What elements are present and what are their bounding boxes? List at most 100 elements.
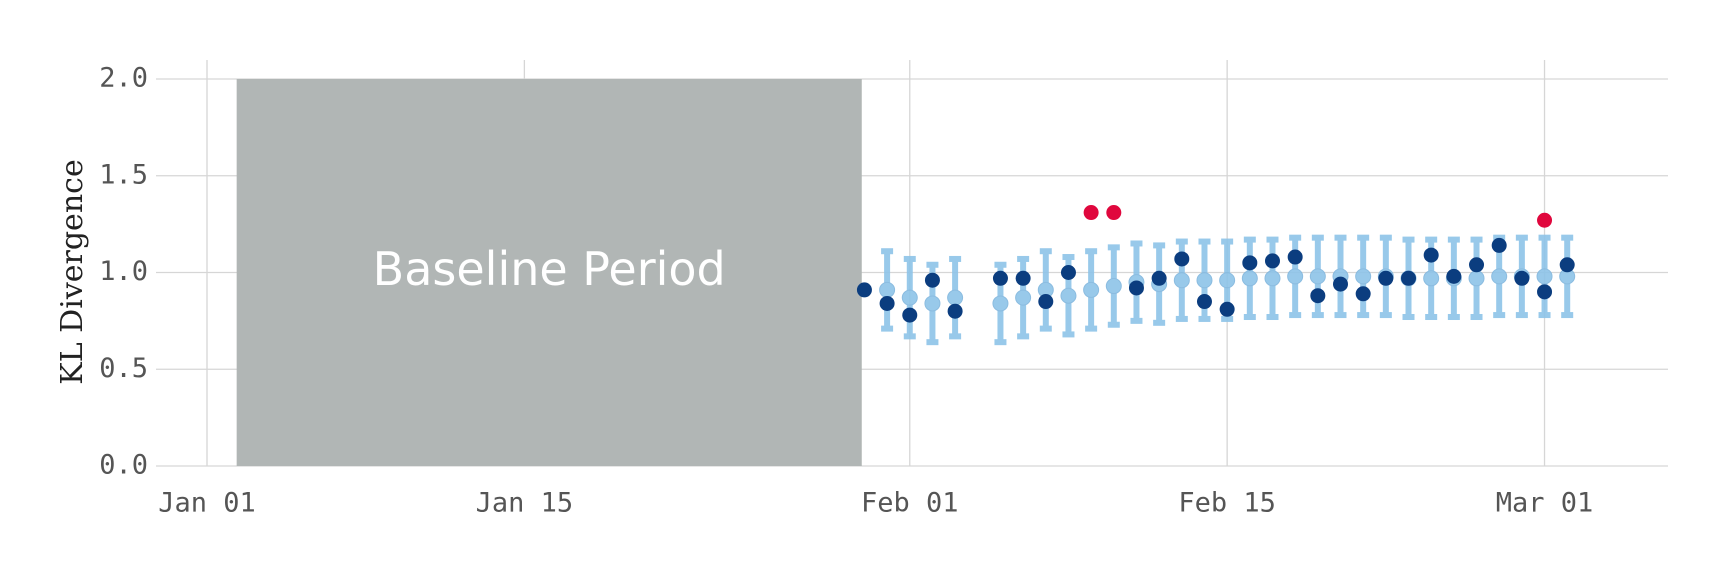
interval-cap-upper [1175,238,1188,245]
expected-interval [1241,236,1258,321]
observed-point [1514,270,1530,286]
expected-interval [924,261,941,346]
interval-cap-lower [1062,331,1075,338]
interval-cap-upper [1062,254,1075,261]
interval-cap-lower [1402,314,1415,321]
y-tick-label: 0.0 [99,450,148,481]
observed-points [856,237,1575,323]
baseline-band-rect [236,79,862,466]
expected-interval [879,248,896,332]
observed-point [1128,280,1144,296]
observed-point [879,295,895,311]
interval-cap-lower [1175,315,1188,322]
observed-point [1060,265,1076,280]
y-tick-labels: 0.0 0.5 1.0 1.5 2.0 [99,63,148,481]
interval-cap-lower [1470,314,1483,321]
expected-mean-point [1105,278,1122,295]
interval-cap-lower [1357,312,1370,319]
expected-mean-point [1536,268,1553,285]
expected-interval [1264,236,1281,321]
expected-interval [1309,234,1326,319]
interval-cap-upper [1085,248,1098,255]
interval-cap-lower [1311,312,1324,319]
y-tick-label: 1.5 [99,159,148,190]
observed-point [1196,294,1212,310]
interval-cap-upper [1538,234,1551,241]
interval-cap-lower [1515,312,1528,319]
interval-cap-upper [1266,236,1279,243]
interval-cap-upper [1107,244,1120,251]
expected-mean-point [1219,272,1236,289]
expected-interval [1173,238,1190,322]
x-tick-label: Feb 01 [861,488,959,519]
observed-point [1151,270,1167,286]
expected-interval [1105,244,1122,328]
interval-cap-lower [1153,319,1166,326]
expected-mean-point [1309,268,1326,285]
expected-mean-point [992,295,1009,312]
observed-point [1355,286,1371,302]
interval-cap-lower [949,333,962,340]
observed-point [856,282,872,298]
expected-mean-point [1264,270,1281,287]
interval-cap-lower [1085,325,1098,332]
expected-mean-point [1468,270,1485,287]
anomaly-points [1083,205,1553,228]
interval-cap-lower [994,339,1007,346]
expected-interval [1559,234,1576,319]
interval-cap-upper [1561,234,1574,241]
interval-cap-upper [1493,234,1506,241]
expected-interval [1332,234,1349,319]
interval-cap-upper [903,255,916,262]
interval-cap-upper [926,261,939,268]
observed-point [1015,270,1031,286]
interval-cap-upper [1447,236,1460,243]
expected-mean-point [1355,268,1372,285]
observed-point [1219,301,1235,317]
expected-interval [1536,234,1553,319]
x-tick-label: Mar 01 [1496,488,1594,519]
anomaly-point [1106,205,1122,221]
observed-point [1333,276,1348,292]
observed-point [1537,284,1553,300]
expected-interval [1015,255,1032,340]
observed-point [1174,251,1190,267]
observed-point [1559,257,1575,273]
observed-point [1287,249,1303,265]
observed-point [1423,247,1439,263]
expected-mean-point [901,289,918,306]
interval-cap-upper [1243,236,1256,243]
interval-cap-upper [1470,236,1483,243]
interval-cap-upper [1515,234,1528,241]
expected-interval [1196,238,1213,322]
interval-cap-lower [1130,317,1143,324]
interval-cap-lower [903,333,916,340]
x-tick-label: Jan 15 [476,488,574,519]
baseline-band-label: Baseline Period [373,242,726,296]
interval-cap-lower [881,325,894,332]
interval-cap-upper [881,248,894,255]
interval-cap-lower [1425,314,1438,321]
interval-cap-lower [1243,314,1256,321]
interval-cap-lower [1538,312,1551,319]
baseline-band: Baseline Period [236,79,862,466]
observed-point [1446,268,1462,284]
interval-cap-lower [1221,315,1234,322]
interval-cap-upper [949,255,962,262]
interval-cap-upper [1221,238,1234,245]
observed-point [1491,237,1507,253]
expected-interval [1037,248,1054,332]
interval-cap-lower [1289,312,1302,319]
interval-cap-upper [1425,236,1438,243]
expected-interval [1083,248,1100,332]
interval-cap-lower [1447,314,1460,321]
y-axis-title: KL Divergence [55,159,90,384]
expected-interval [1355,234,1372,319]
expected-mean-point [1423,270,1440,287]
y-tick-label: 2.0 [99,63,148,94]
interval-cap-upper [1130,240,1143,247]
interval-cap-upper [1198,238,1211,245]
expected-mean-point [1196,272,1213,289]
observed-point [1038,294,1054,310]
